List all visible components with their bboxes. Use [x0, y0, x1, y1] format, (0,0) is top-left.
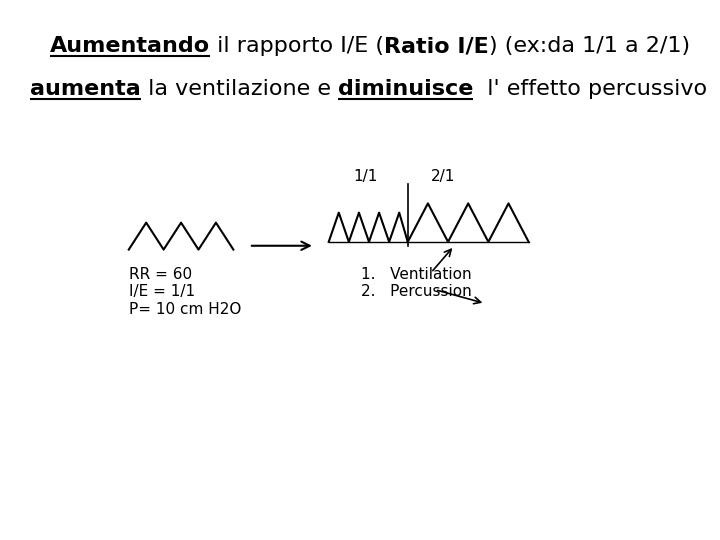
Text: il rapporto I/E (: il rapporto I/E (	[210, 36, 384, 56]
Text: 2/1: 2/1	[431, 169, 455, 184]
Text: P= 10 cm H2O: P= 10 cm H2O	[129, 302, 241, 317]
Text: Aumentando: Aumentando	[50, 36, 210, 56]
Text: RR = 60: RR = 60	[129, 267, 192, 282]
Text: diminuisce: diminuisce	[338, 79, 473, 99]
Text: 1/1: 1/1	[353, 169, 377, 184]
Text: aumenta: aumenta	[30, 79, 140, 99]
Text: l' effetto percussivo: l' effetto percussivo	[473, 79, 707, 99]
Text: ) (ex:da 1/1 a 2/1): ) (ex:da 1/1 a 2/1)	[489, 36, 690, 56]
Text: 2.   Percussion: 2. Percussion	[361, 285, 472, 300]
Text: I/E = 1/1: I/E = 1/1	[129, 285, 195, 300]
Text: Ratio I/E: Ratio I/E	[384, 36, 489, 56]
Text: 1.   Ventilation: 1. Ventilation	[361, 267, 472, 282]
Text: la ventilazione e: la ventilazione e	[140, 79, 338, 99]
